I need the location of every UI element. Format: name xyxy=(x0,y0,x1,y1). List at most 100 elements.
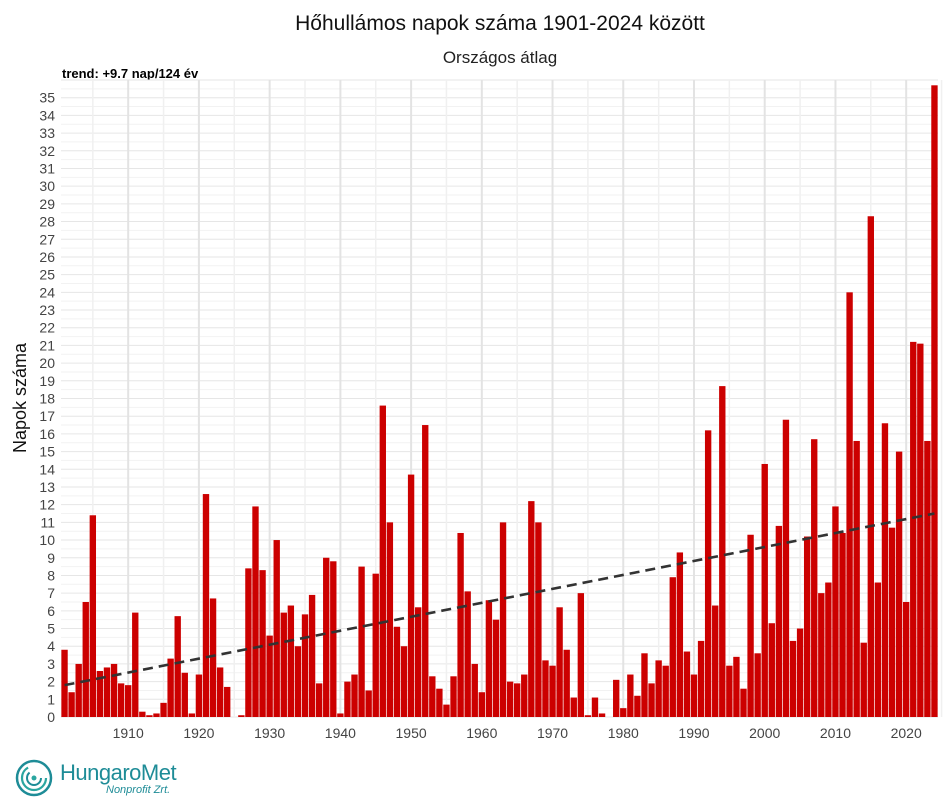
y-tick-label: 15 xyxy=(39,444,55,460)
bar xyxy=(556,607,563,717)
bar xyxy=(506,681,514,717)
chart-title: Hőhullámos napok száma 1901-2024 között xyxy=(295,12,705,35)
x-tick-label: 1940 xyxy=(325,725,356,741)
y-tick-label: 9 xyxy=(47,550,55,566)
bar xyxy=(641,653,648,717)
y-tick-label: 27 xyxy=(39,231,55,247)
y-tick-label: 13 xyxy=(39,479,55,495)
y-tick-label: 14 xyxy=(39,461,55,477)
x-tick-label: 1950 xyxy=(396,725,427,741)
bar xyxy=(697,640,705,717)
y-tick-label: 4 xyxy=(47,638,55,654)
y-tick-label: 10 xyxy=(39,532,55,548)
bar xyxy=(549,665,556,717)
hungaromet-logo: HungaroMet Nonprofit Zrt. xyxy=(14,756,204,802)
bar xyxy=(351,674,358,717)
bar xyxy=(414,607,422,717)
bar xyxy=(902,601,910,717)
bar xyxy=(655,660,662,717)
y-tick-label: 31 xyxy=(39,160,55,176)
logo-swirl-icon xyxy=(15,759,53,797)
bar xyxy=(358,566,365,717)
bar xyxy=(259,570,266,717)
y-axis-label: Napok száma xyxy=(10,342,30,453)
bar xyxy=(747,534,754,717)
bar xyxy=(457,532,464,717)
bar xyxy=(478,692,486,717)
bar xyxy=(252,506,259,717)
x-tick-label: 2010 xyxy=(820,725,851,741)
bar xyxy=(125,685,132,717)
bar xyxy=(662,665,669,717)
bar xyxy=(910,341,917,717)
bar xyxy=(146,715,153,717)
bar xyxy=(344,681,351,717)
x-tick-label: 1930 xyxy=(254,725,285,741)
bar xyxy=(61,649,68,717)
bar xyxy=(96,670,104,717)
bar xyxy=(584,715,592,717)
chart-subtitle: Országos átlag xyxy=(443,48,557,67)
y-tick-label: 21 xyxy=(39,337,55,353)
bar xyxy=(846,292,853,717)
bar xyxy=(924,440,931,717)
bar xyxy=(323,557,330,717)
bar xyxy=(372,573,379,717)
bar xyxy=(280,612,287,717)
bar xyxy=(209,598,217,717)
bar xyxy=(82,601,89,717)
bar xyxy=(153,713,160,717)
y-tick-label: 29 xyxy=(39,196,55,212)
y-tick-label: 2 xyxy=(47,674,55,690)
bar xyxy=(818,593,825,717)
bar xyxy=(528,501,535,717)
bar xyxy=(315,683,323,717)
y-tick-label: 18 xyxy=(39,391,55,407)
bar xyxy=(365,690,372,717)
x-tick-label: 1990 xyxy=(678,725,709,741)
bar xyxy=(867,216,874,717)
bar xyxy=(627,674,634,717)
bar xyxy=(181,672,188,717)
bar xyxy=(895,451,903,717)
y-tick-label: 30 xyxy=(39,178,55,194)
bar xyxy=(860,642,867,717)
x-tick-label: 1920 xyxy=(183,725,214,741)
bar xyxy=(499,522,507,717)
bar xyxy=(839,532,846,717)
bar xyxy=(634,695,641,717)
bar xyxy=(117,683,125,717)
bar xyxy=(174,616,181,717)
bar xyxy=(450,676,457,717)
y-tick-label: 22 xyxy=(39,320,55,336)
bar xyxy=(464,591,471,717)
bar xyxy=(917,343,924,717)
bar xyxy=(400,646,408,717)
trend-line xyxy=(64,512,935,687)
bar xyxy=(429,676,436,717)
y-tick-label: 17 xyxy=(39,408,55,424)
bar xyxy=(542,660,549,717)
bar xyxy=(570,697,577,717)
bar xyxy=(768,623,775,717)
bar xyxy=(422,425,429,717)
bar xyxy=(712,605,719,717)
bar xyxy=(613,679,620,717)
bar xyxy=(832,506,839,717)
bar xyxy=(669,577,676,717)
logo-name: HungaroMet xyxy=(60,760,177,785)
logo-subtitle: Nonprofit Zrt. xyxy=(106,784,171,796)
bar xyxy=(563,649,570,717)
bar xyxy=(775,525,783,717)
bar xyxy=(337,713,344,717)
bar xyxy=(782,419,790,717)
y-tick-label: 6 xyxy=(47,603,55,619)
y-tick-label: 7 xyxy=(47,585,55,601)
bar xyxy=(591,697,599,717)
bar xyxy=(874,582,882,717)
x-tick-label: 1960 xyxy=(466,725,497,741)
y-tick-label: 35 xyxy=(39,90,55,106)
bar xyxy=(195,674,203,717)
bar xyxy=(132,612,139,717)
bar xyxy=(330,561,337,717)
